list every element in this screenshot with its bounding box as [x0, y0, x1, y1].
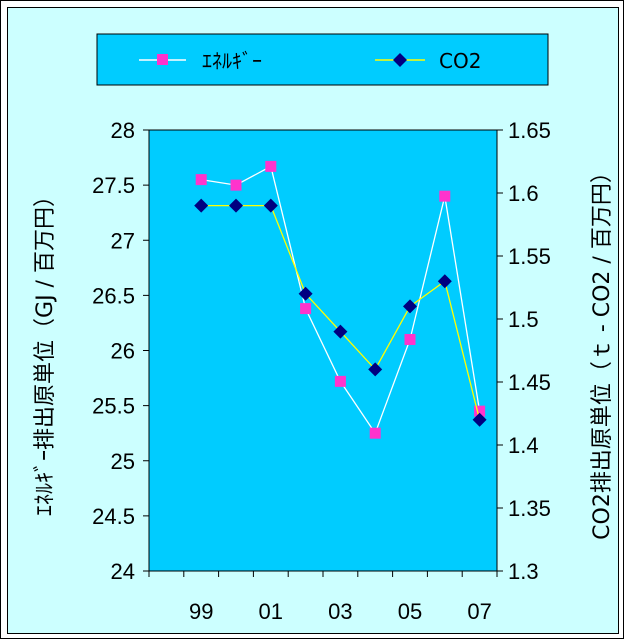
y-right-tick-label: 1.65: [508, 118, 551, 143]
y-right-tick-label: 1.5: [508, 307, 539, 332]
point-co2: [333, 324, 348, 339]
y-right-tick-label: 1.4: [508, 433, 539, 458]
legend-label-co2: CO2: [439, 49, 481, 73]
y-right-tick-label: 1.55: [508, 244, 551, 269]
point-energy: [265, 160, 277, 172]
x-tick-label: 01: [259, 599, 283, 624]
y-left-tick-label: 27: [111, 228, 135, 253]
point-energy: [230, 179, 242, 191]
point-co2: [263, 198, 278, 213]
chart-svg: ｴﾈﾙｷﾞｰ CO2 24 24.5 25 25.5 26 26.5 27 27.5 28 1.3 1.…: [33, 33, 615, 624]
point-co2: [403, 299, 417, 314]
y-right-tick-label: 1.45: [508, 370, 551, 395]
point-co2: [298, 286, 313, 301]
y-left-tick-label: 28: [111, 118, 135, 143]
legend-label-energy: ｴﾈﾙｷﾞｰ: [202, 49, 262, 73]
y-left-tick-label: 24.5: [92, 504, 135, 529]
point-energy: [474, 405, 486, 417]
x-tick-label: 07: [467, 599, 491, 624]
legend-marker-energy: [157, 54, 168, 65]
y-right-tick-label: 1.6: [508, 181, 539, 206]
point-co2: [194, 198, 209, 213]
point-energy: [300, 303, 312, 315]
y-left-tick-label: 26.5: [92, 283, 135, 308]
y-left-tick-label: 27.5: [92, 173, 135, 198]
y-left-tick-label: 24: [111, 559, 135, 584]
point-energy: [404, 333, 416, 345]
point-co2: [229, 198, 243, 213]
chart-panel: ｴﾈﾙｷﾞｰ CO2 24 24.5 25 25.5 26 26.5 27 27.5 28 1.3 1.…: [7, 7, 619, 634]
point-energy: [195, 174, 207, 186]
y-left-tick-label: 25.5: [92, 394, 135, 419]
y-left-tick-label: 26: [111, 339, 135, 364]
point-co2: [437, 274, 452, 289]
y-right-tick-label: 1.35: [508, 496, 551, 521]
x-tick-label: 99: [189, 599, 213, 624]
x-tick-label: 03: [328, 599, 352, 624]
point-co2: [368, 362, 383, 377]
x-tick-label: 05: [398, 599, 422, 624]
point-energy: [334, 375, 346, 387]
y-left-tick-label: 25: [111, 449, 135, 474]
legend-marker-co2: [393, 53, 407, 67]
point-co2: [472, 412, 487, 427]
point-energy: [369, 427, 381, 439]
y-right-axis-label: CO2排出原単位（ｔ - CO2 / 百万円）: [590, 161, 615, 540]
y-left-axis-label: ｴﾈﾙｷﾞｰ排出原単位（GJ / 百万円）: [33, 185, 58, 516]
point-energy: [439, 190, 451, 202]
y-right-tick-label: 1.3: [508, 559, 539, 584]
